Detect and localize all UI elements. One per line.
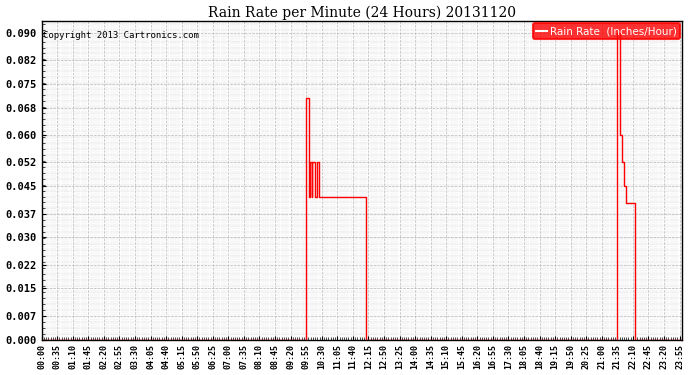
Title: Rain Rate per Minute (24 Hours) 20131120: Rain Rate per Minute (24 Hours) 20131120 — [208, 6, 515, 20]
Legend: Rain Rate  (Inches/Hour): Rain Rate (Inches/Hour) — [533, 23, 680, 39]
Text: Copyright 2013 Cartronics.com: Copyright 2013 Cartronics.com — [43, 31, 199, 40]
